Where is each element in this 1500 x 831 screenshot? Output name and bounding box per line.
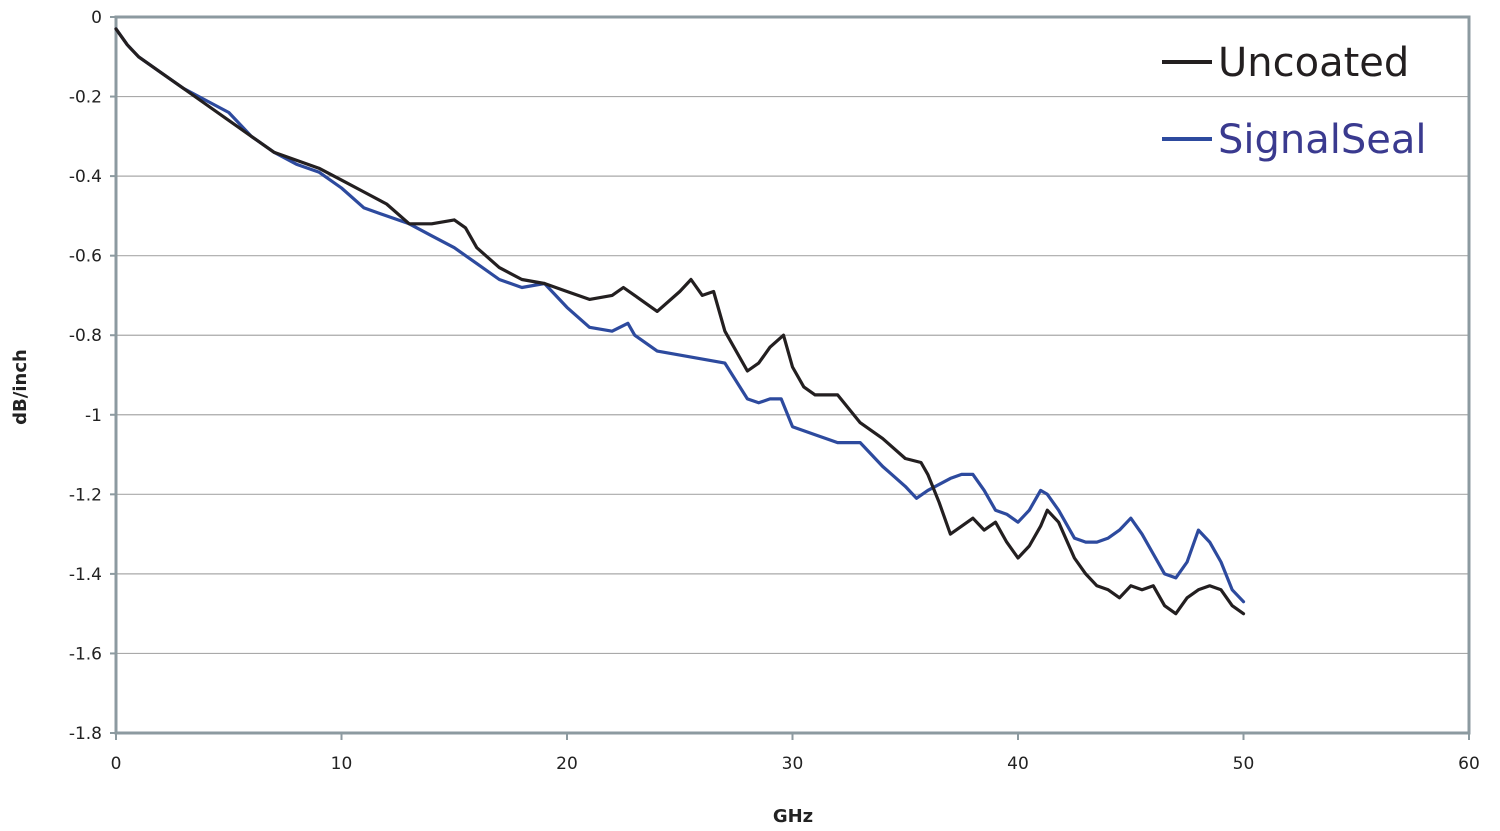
series-lines (114, 27, 1246, 616)
y-tick-label: -1.6 (69, 644, 102, 664)
x-tick-label: 50 (1233, 754, 1255, 774)
x-axis-title: GHz (773, 806, 813, 827)
y-tick-label: -0.4 (69, 167, 102, 187)
legend-label-signalseal: SignalSeal (1218, 117, 1427, 163)
y-tick-label: 0 (91, 8, 102, 28)
y-axis-title: dB/inch (10, 349, 31, 425)
legend-item-uncoated: Uncoated (1162, 40, 1409, 86)
y-tick-label: -0.2 (69, 88, 102, 108)
y-tick-label: -0.8 (69, 326, 102, 346)
x-tick-label: 0 (111, 754, 122, 774)
series-line-signalseal (114, 27, 1246, 604)
y-tick-label: -1.2 (69, 485, 102, 505)
x-tick-label: 30 (782, 754, 804, 774)
x-tick-label: 40 (1007, 754, 1029, 774)
legend: Uncoated SignalSeal (1162, 40, 1427, 163)
x-tick-label: 10 (331, 754, 353, 774)
x-tick-label: 60 (1458, 754, 1480, 774)
legend-item-signalseal: SignalSeal (1162, 117, 1427, 163)
y-tick-label: -1.8 (69, 724, 102, 744)
y-tick-label: -1.4 (69, 565, 102, 585)
y-tick-label: -0.6 (69, 247, 102, 267)
legend-label-uncoated: Uncoated (1218, 40, 1409, 86)
series-line-uncoated (114, 27, 1246, 616)
y-tick-label: -1 (85, 406, 102, 426)
x-tick-label: 20 (556, 754, 578, 774)
axis-ticks: 0 -0.2 -0.4 -0.6 -0.8 -1 -1.2 -1.4 -1.6 -1.8 0 10 20… (69, 8, 1480, 774)
